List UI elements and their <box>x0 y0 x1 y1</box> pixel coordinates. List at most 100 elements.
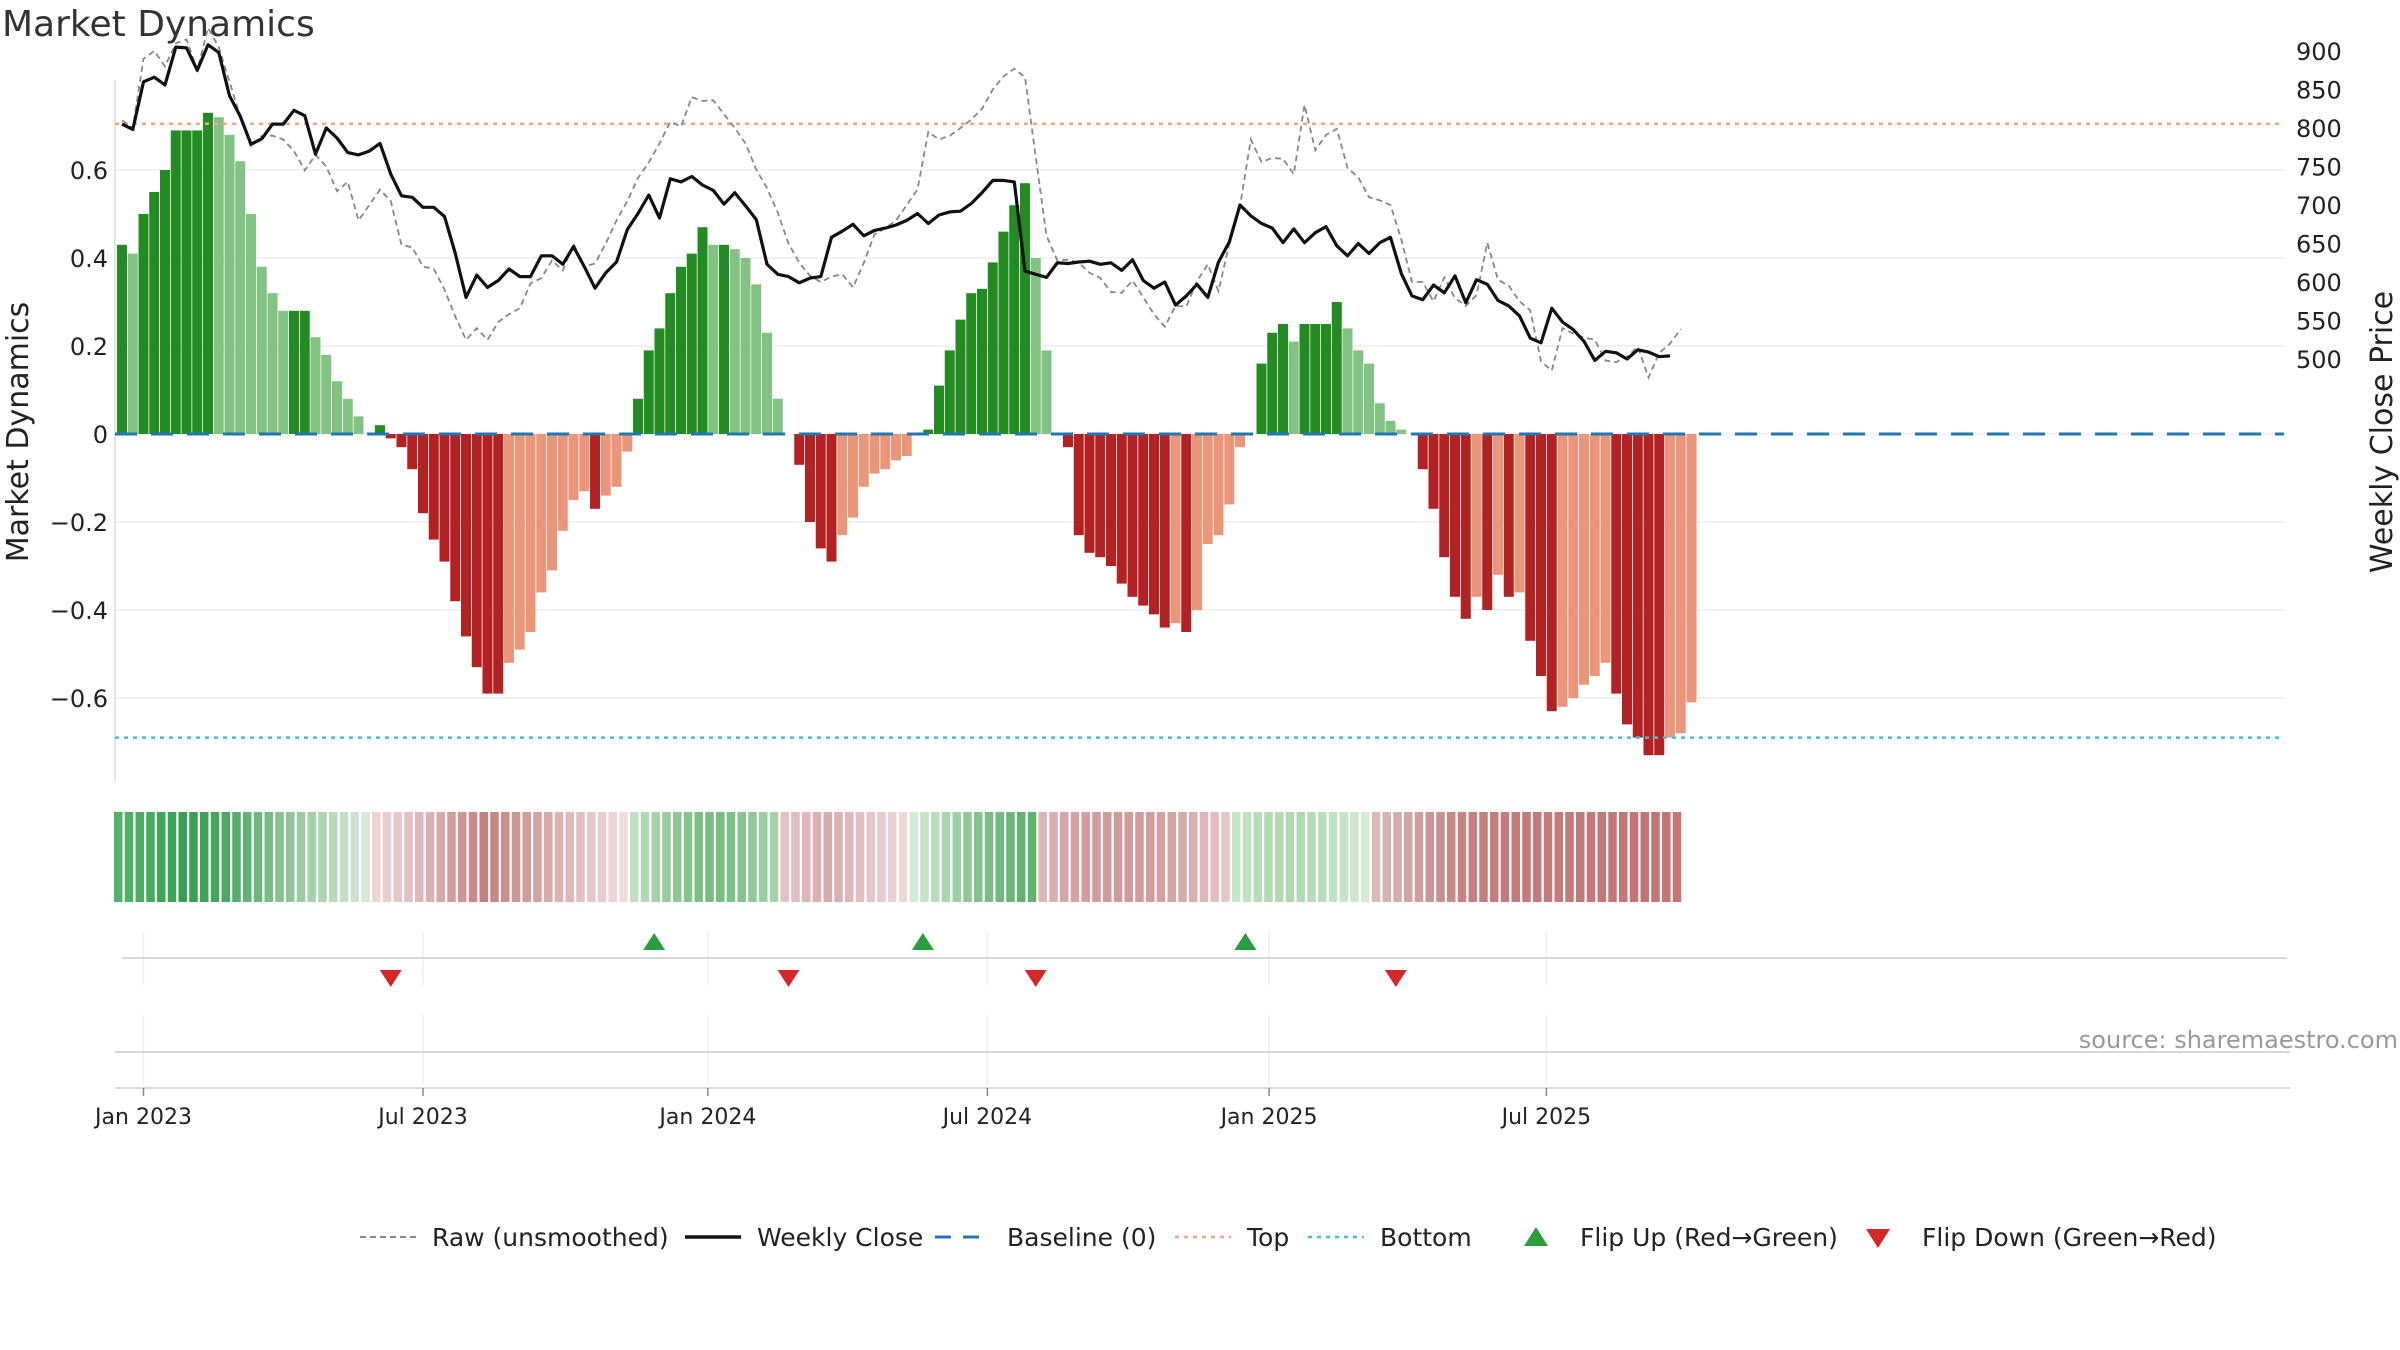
dynamics-bar <box>772 398 783 434</box>
dynamics-bar <box>1030 258 1041 434</box>
x-tick-label: Jan 2024 <box>657 1105 756 1130</box>
dynamics-bar <box>224 134 235 435</box>
heat-cell <box>898 812 908 902</box>
dynamics-bar <box>1374 403 1385 434</box>
heat-cell <box>1275 812 1284 902</box>
heat-cell <box>1468 812 1477 902</box>
dynamics-bar <box>461 434 471 637</box>
heat-cell <box>350 812 359 902</box>
dynamics-bar <box>1503 434 1514 597</box>
heat-cell <box>834 812 843 902</box>
heat-cell <box>1619 812 1628 902</box>
dynamics-bar <box>633 398 643 434</box>
x-tick-label: Jan 2025 <box>1219 1105 1318 1130</box>
x-tick-label: Jan 2023 <box>93 1105 192 1130</box>
heat-cell <box>802 812 811 902</box>
heat-cell <box>694 812 703 902</box>
heat-cell <box>866 812 875 902</box>
heat-cell <box>1447 812 1456 902</box>
heat-cell <box>361 812 370 902</box>
heat-cell <box>1382 812 1391 902</box>
flip-up-marker <box>911 933 934 950</box>
dynamics-bar <box>160 170 170 434</box>
heat-cell <box>339 812 349 902</box>
dynamics-bar <box>396 434 407 448</box>
y-tick-label-right: 550 <box>2296 308 2342 336</box>
dynamics-bar <box>891 434 901 461</box>
dynamics-bar <box>536 434 547 593</box>
heat-cell <box>1167 812 1176 902</box>
heat-cell <box>974 812 983 902</box>
heat-cell <box>1629 812 1639 902</box>
legend-label: Baseline (0) <box>1007 1223 1156 1252</box>
dynamics-bar <box>880 434 891 470</box>
dynamics-bar <box>1557 434 1568 707</box>
dynamics-bar <box>450 434 461 602</box>
y-tick-label-right: 750 <box>2296 154 2342 182</box>
heat-cell <box>1533 812 1542 902</box>
dynamics-bar <box>1106 434 1116 566</box>
dynamics-bar <box>998 231 1009 434</box>
heat-cell <box>1554 812 1563 902</box>
y-tick-label-left: 0.4 <box>70 245 108 273</box>
dynamics-bar <box>966 293 977 434</box>
dynamics-bar <box>1396 429 1407 434</box>
heat-cell <box>490 812 499 902</box>
heat-cell <box>1092 812 1101 902</box>
heat-cell <box>1027 812 1037 902</box>
dynamics-bar <box>1675 434 1686 734</box>
heat-cell <box>941 812 951 902</box>
heat-cell <box>425 812 435 902</box>
dynamics-bar <box>127 253 138 434</box>
chart-title: Market Dynamics <box>2 4 315 45</box>
dynamics-bar <box>654 328 665 434</box>
heat-cell <box>952 812 961 902</box>
dynamics-bar <box>1127 434 1138 597</box>
dynamics-bar <box>1256 363 1267 434</box>
dynamics-bar <box>1493 434 1503 575</box>
dynamics-bar <box>1170 434 1181 624</box>
heat-cell <box>1135 812 1144 902</box>
heat-cell <box>1576 812 1585 902</box>
dynamics-bar <box>1428 434 1439 509</box>
regime-heat-strip <box>114 812 1682 902</box>
heat-cell <box>135 812 144 902</box>
dynamics-bar <box>1331 302 1342 434</box>
heat-cell <box>1457 812 1467 902</box>
dynamics-bar <box>267 293 278 434</box>
dynamics-bar <box>697 227 708 434</box>
dynamics-bar <box>117 244 127 434</box>
dynamics-bar <box>622 434 633 452</box>
dynamics-bar <box>332 381 342 434</box>
heat-cell <box>1017 812 1026 902</box>
y-axis-title-left: Market Dynamics <box>1 302 36 563</box>
dynamics-bar <box>1342 328 1353 434</box>
heat-cell <box>1350 812 1359 902</box>
heat-cell <box>544 812 553 902</box>
legend-label: Flip Down (Green→Red) <box>1922 1223 2217 1252</box>
heat-cell <box>167 812 177 902</box>
dynamics-bar <box>525 434 536 632</box>
heat-cell <box>1436 812 1445 902</box>
heat-cell <box>286 812 295 902</box>
legend-label: Top <box>1246 1223 1289 1252</box>
bar-series <box>117 112 1697 756</box>
heat-cell <box>1124 812 1133 902</box>
weekly-close-line <box>121 43 1671 363</box>
dynamics-bar <box>686 253 697 434</box>
dynamics-bar <box>1525 434 1536 641</box>
heat-cell <box>382 812 392 902</box>
dynamics-bar <box>1267 332 1278 434</box>
legend-item-weekly-close: Weekly Close <box>685 1223 923 1252</box>
flip-up-marker <box>643 933 666 950</box>
heat-cell <box>1651 812 1660 902</box>
dynamics-bar <box>1095 434 1106 558</box>
y-tick-label-right: 900 <box>2296 38 2342 66</box>
heat-cell <box>619 812 628 902</box>
heat-cell <box>1414 812 1424 902</box>
legend-item-baseline-0: Baseline (0) <box>935 1223 1156 1252</box>
dynamics-bar <box>1288 341 1299 434</box>
heat-cell <box>200 812 209 902</box>
y-tick-label-left: −0.6 <box>50 685 108 713</box>
dynamics-bar <box>1536 434 1546 676</box>
